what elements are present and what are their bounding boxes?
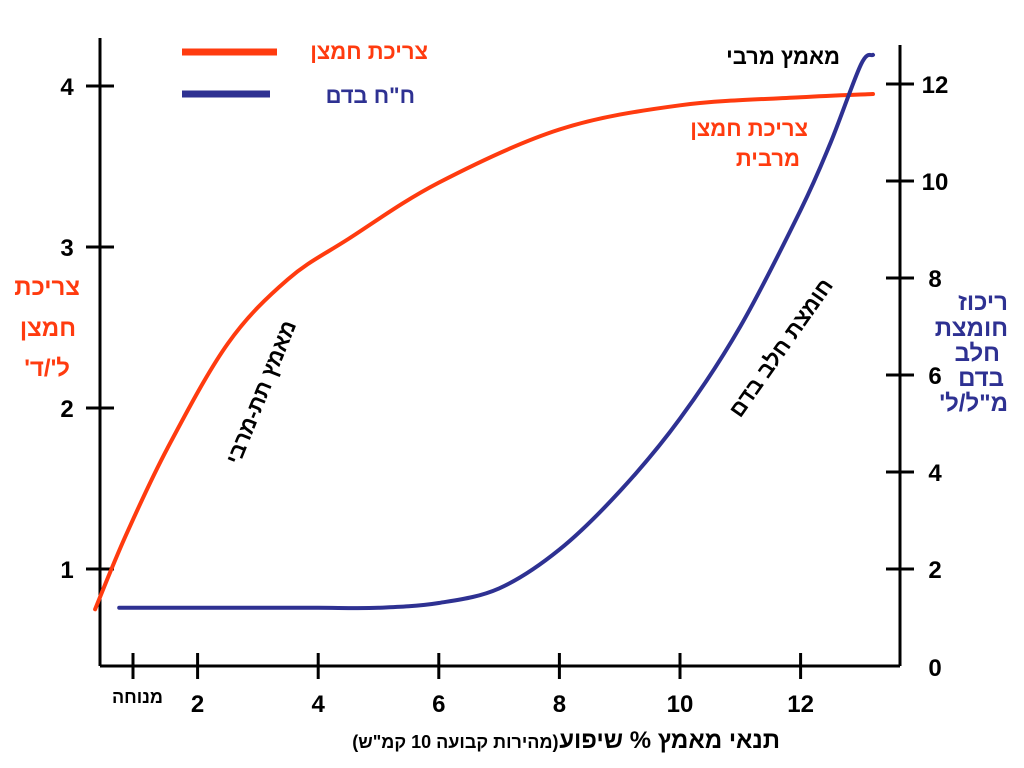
left-y-label-line2: חמצן — [20, 315, 76, 342]
right-y-tick-label: 4 — [928, 460, 942, 487]
x-tick-label: 4 — [312, 691, 326, 718]
x-tick-label: 8 — [553, 691, 566, 718]
left-y-tick-label: 4 — [60, 74, 74, 101]
left-y-tick-label: 2 — [60, 396, 73, 423]
right-y-label-line5: מ"ל/ל' — [939, 390, 1008, 417]
right-y-label-line4: בדם — [958, 365, 1004, 392]
annotation-max-effort: מאמץ מרבי — [726, 44, 840, 69]
left-y-tick-label: 3 — [60, 235, 73, 262]
left-y-label-line1: צריכת — [14, 274, 80, 301]
left-y-tick-label: 1 — [60, 557, 73, 584]
left-y-label: צריכת חמצן ל'/ד' — [14, 274, 80, 382]
x-ticks: 2 4 6 8 10 12 — [191, 653, 814, 718]
x-tick-label: 6 — [432, 691, 445, 718]
annotation-max-o2-line1: צריכת חמצן — [690, 116, 808, 141]
left-y-label-line3: ל'/ד' — [24, 355, 70, 382]
x-axis-label: תנאי מאמץ % שיפוע (מהירות קבועה 10 קמ"ש) — [352, 727, 780, 754]
right-y-label-line3: חלב — [955, 340, 1000, 367]
legend-label-oxygen: צריכת חמצן — [310, 39, 428, 64]
series-line-lactate — [117, 52, 875, 611]
annotation-max-o2-line2: מרבית — [736, 146, 800, 171]
rest-label: מנוחה — [112, 687, 163, 707]
right-y-ticks: 0 2 4 6 8 10 12 — [886, 72, 948, 682]
x-axis-label-note: (מהירות קבועה 10 קמ"ש) — [352, 732, 558, 752]
x-tick-label: 2 — [191, 691, 204, 718]
x-tick-label: 10 — [667, 691, 694, 718]
left-y-ticks: 1 2 3 4 — [60, 74, 114, 584]
x-tick-label: 12 — [787, 691, 814, 718]
right-y-tick-label: 10 — [922, 169, 949, 196]
legend-label-lactate: ח"ח בדם — [326, 83, 415, 108]
right-y-tick-label: 0 — [928, 655, 941, 682]
right-y-tick-label: 6 — [928, 363, 941, 390]
legend: צריכת חמצן ח"ח בדם — [182, 39, 428, 108]
right-y-label-line2: חומצת — [935, 315, 1008, 342]
right-y-tick-label: 8 — [928, 266, 941, 293]
right-y-tick-label: 2 — [928, 557, 941, 584]
x-axis-label-main: תנאי מאמץ % שיפוע — [559, 727, 780, 754]
series-line-oxygen — [93, 92, 875, 612]
right-y-label: ריכוז חומצת חלב בדם מ"ל/ל' — [935, 289, 1008, 417]
right-y-label-line1: ריכוז — [958, 289, 1008, 316]
annotation-lactate: חומצת חלב בדם — [724, 274, 838, 422]
right-y-tick-label: 12 — [922, 72, 949, 99]
